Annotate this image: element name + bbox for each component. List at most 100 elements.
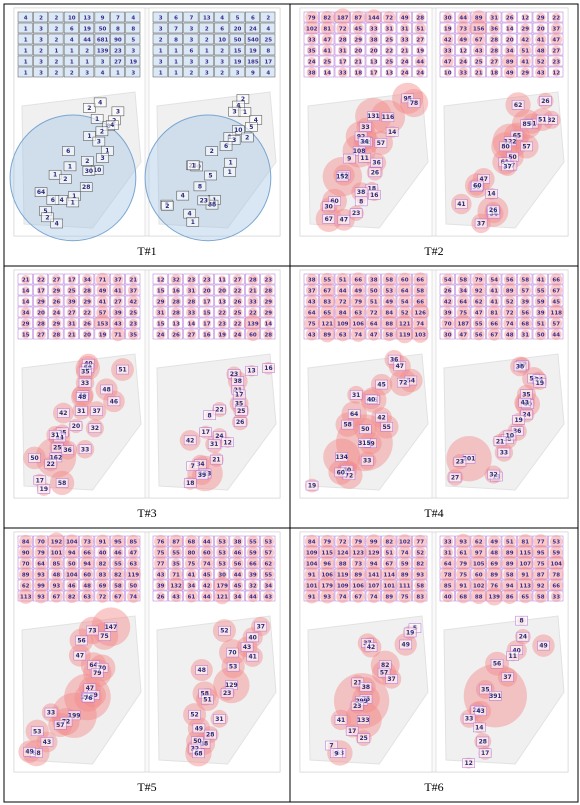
label-box	[245, 365, 258, 376]
cell-value: 67	[552, 289, 560, 295]
cell-bubble	[504, 12, 515, 23]
cell-value: 3	[39, 71, 43, 77]
grid-cell	[381, 317, 397, 329]
cell-value: 31	[68, 322, 76, 328]
grid-cell	[470, 317, 486, 329]
cell-value: 44	[203, 540, 211, 546]
cell-value: 81	[323, 27, 331, 33]
cell-bubble	[21, 286, 30, 295]
map-label: 64	[37, 189, 45, 196]
cell-bubble	[456, 21, 471, 36]
cell-bubble	[415, 67, 425, 78]
grid-cell	[63, 11, 79, 23]
grid-cell	[412, 44, 428, 56]
cell-value: 73	[354, 562, 362, 568]
cell-value: 88	[385, 322, 393, 328]
cell-bubble	[186, 285, 197, 296]
cell-value: 3	[159, 27, 163, 33]
grid-cell	[517, 33, 533, 45]
grid-cell	[17, 66, 33, 78]
map-label: 43	[476, 708, 484, 715]
cell-value: 54	[444, 278, 452, 284]
cell-value: 89	[385, 595, 393, 601]
cell-value: 33	[188, 311, 196, 317]
cell-value: 15	[157, 289, 165, 295]
cell-value: 66	[249, 562, 257, 568]
cell-value: 23	[114, 49, 122, 55]
cell-value: 49	[506, 71, 514, 77]
label-box	[34, 187, 48, 197]
cell-value: 8	[131, 27, 135, 33]
cell-bubble	[82, 318, 93, 329]
cell-bubble	[520, 67, 531, 78]
cell-value: 58	[385, 278, 393, 284]
grid-cell	[381, 11, 397, 23]
grid-cell	[48, 295, 64, 307]
cell-bubble	[441, 273, 454, 286]
cell-value: 60	[249, 333, 257, 339]
cell-value: 31	[490, 16, 498, 22]
label-box	[358, 424, 372, 434]
cell-value: 72	[339, 27, 347, 33]
cell-value: 44	[249, 595, 257, 601]
grid-cell	[94, 557, 110, 569]
cell-bubble	[321, 33, 333, 46]
cell-bubble	[307, 56, 317, 67]
grid-cell	[470, 273, 486, 285]
cell-bubble	[232, 285, 243, 296]
cell-value: 56	[234, 562, 242, 568]
cell-value: 89	[401, 573, 409, 579]
map-label: 43	[43, 739, 51, 746]
cell-value: 43	[172, 595, 180, 601]
grid-cell	[517, 66, 533, 78]
cell-value: 3	[236, 71, 240, 77]
map-label: 2	[245, 134, 249, 141]
grid-cell	[455, 328, 471, 340]
cell-value: 50	[129, 584, 137, 590]
map-label: 43	[521, 400, 529, 407]
cell-value: 52	[506, 300, 514, 306]
label-box	[471, 180, 484, 191]
grid-cell	[183, 55, 199, 67]
cell-value: 56	[475, 333, 483, 339]
cell-bubble	[112, 547, 124, 558]
cell-bubble	[338, 34, 348, 45]
map-label: 60	[473, 183, 481, 190]
cell-bubble	[350, 327, 366, 342]
cell-bubble	[353, 34, 364, 45]
cell-value: 24	[416, 71, 424, 77]
map-label: 38	[362, 684, 370, 691]
label-box	[197, 195, 211, 206]
cell-value: 55	[475, 322, 483, 328]
cell-value: 46	[68, 584, 76, 590]
grid-cell	[33, 66, 48, 78]
cell-value: 94	[506, 584, 514, 590]
cell-value: 29	[83, 300, 91, 306]
cell-bubble	[80, 535, 94, 548]
map-label: 23	[223, 690, 231, 697]
grid-cell	[214, 328, 230, 340]
grid-cell	[198, 22, 214, 34]
label-box	[79, 366, 92, 377]
cell-bubble	[472, 272, 486, 287]
grid-cell	[486, 11, 502, 23]
cell-bubble	[305, 284, 318, 297]
map-label: 19	[536, 380, 544, 387]
cell-value: 2	[220, 71, 224, 77]
grid-cell	[350, 22, 366, 34]
cell-value: 39	[157, 584, 165, 590]
grid-cell	[94, 66, 110, 78]
cell-value: 3	[159, 16, 163, 22]
cell-value: 2	[205, 38, 209, 44]
cell-value: 42	[521, 38, 529, 44]
map-label: 23	[353, 703, 361, 710]
cell-value: 66	[552, 278, 560, 284]
grid-cell	[79, 557, 95, 569]
cell-value: 24	[401, 60, 409, 66]
grid-cell	[198, 66, 214, 78]
label-box	[59, 174, 72, 184]
cell-value: 62	[475, 300, 483, 306]
grid-cell	[501, 317, 517, 329]
grid-cell	[396, 55, 412, 67]
map-label: 57	[377, 140, 385, 147]
